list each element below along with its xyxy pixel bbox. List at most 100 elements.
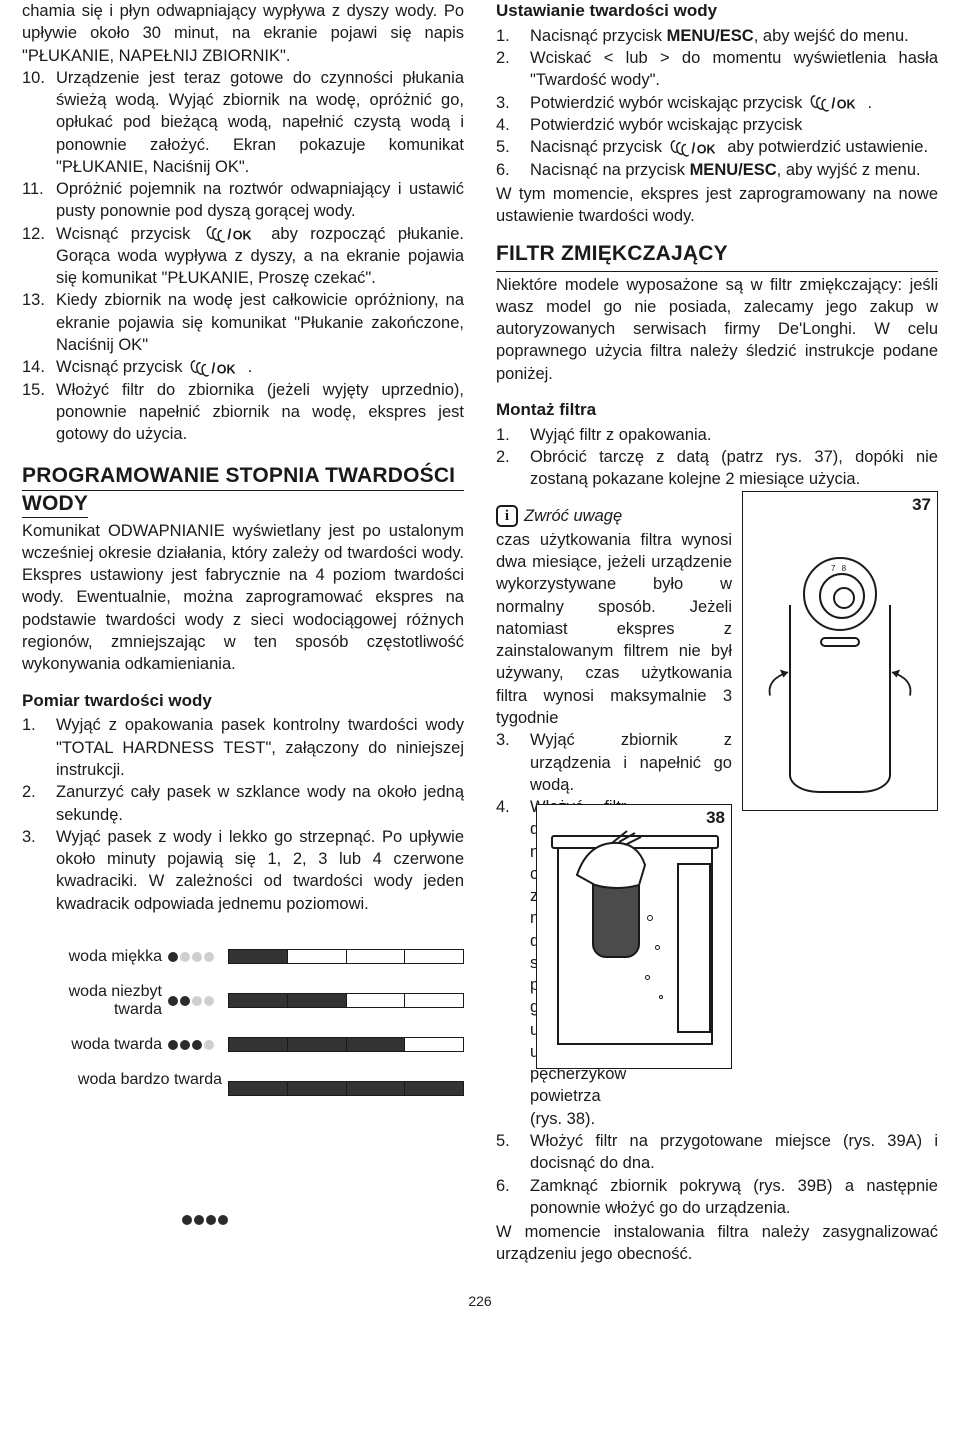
hardness-bar	[228, 1081, 464, 1096]
heading-mount: Montaż filtra	[496, 399, 938, 422]
step-pre: Wcisnąć przycisk	[56, 358, 187, 376]
step-num: 11.	[22, 178, 56, 223]
measure-steps: 1. Wyjąć z opakowania pasek kontrolny tw…	[22, 714, 464, 914]
hardness-row: woda twarda	[22, 1023, 464, 1067]
programming-paragraph: Komunikat ODWAPNIANIE wyświetlany jest p…	[22, 520, 464, 676]
intro-paragraph: chamia się i płyn odwapniający wypływa z…	[22, 0, 464, 67]
t: MENU/ESC	[667, 27, 754, 45]
t: Nacisnąć przycisk	[530, 27, 667, 45]
hand-icon	[567, 825, 657, 895]
filter-outro: W momencie instalowania filtra należy za…	[496, 1221, 938, 1266]
heading-measure: Pomiar twardości wody	[22, 690, 464, 713]
hardness-label: woda bardzo twarda	[22, 1069, 228, 1215]
hardness-bar	[228, 1037, 464, 1052]
mount-steps-5-6: 5. Włożyć filtr na przygotowane miejsce …	[496, 1130, 938, 1219]
heading-filter: FILTR ZMIĘKCZAJĄCY	[496, 241, 938, 266]
step-text: Zanurzyć cały pasek w szklance wody na o…	[56, 781, 464, 826]
step-text: Wyjąć pasek z wody i lekko go strzepnąć.…	[56, 826, 464, 915]
ok-icon	[669, 139, 721, 157]
step-pre: Wcisnąć przycisk	[56, 225, 203, 243]
step-text: Włożyć filtr do zbiornika (jeżeli wyjęty…	[56, 379, 464, 446]
step-num: 5.	[496, 136, 530, 158]
step-num: 4.	[496, 796, 530, 1130]
step-num: 3.	[22, 826, 56, 915]
heading-line: PROGRAMOWANIE STOPNIA TWARDOŚCI	[22, 463, 464, 490]
step-text: Nacisnąć na przycisk MENU/ESC, aby wyjść…	[530, 159, 938, 181]
descaling-steps: 10. Urządzenie jest teraz gotowe do czyn…	[22, 67, 464, 446]
step-num: 3.	[496, 729, 530, 796]
hardness-dots	[168, 1040, 228, 1050]
note-row: i Zwróć uwagę	[496, 505, 732, 527]
hardness-row: woda miękka	[22, 935, 464, 979]
t: .	[868, 94, 873, 112]
ok-icon	[205, 225, 257, 243]
t: Nacisnąć przycisk	[530, 138, 667, 156]
step-text: Wcisnąć przycisk aby rozpocząć płukanie.…	[56, 223, 464, 290]
rotate-arrow-icon	[761, 665, 797, 701]
t: , aby wyjść z menu.	[777, 161, 921, 179]
hardness-bar	[228, 949, 464, 964]
step-num: 10.	[22, 67, 56, 178]
figure-number: 38	[706, 807, 725, 830]
step-num: 2.	[496, 446, 530, 491]
figure-38: 38	[536, 804, 732, 1069]
hardness-dots	[168, 996, 228, 1006]
step-text: Obrócić tarczę z datą (patrz rys. 37), d…	[530, 446, 938, 491]
step-text: Włożyć filtr na przygotowane miejsce (ry…	[530, 1130, 938, 1175]
t: aby potwierdzić ustawienie.	[727, 138, 928, 156]
step-num: 15.	[22, 379, 56, 446]
step-num: 1.	[22, 714, 56, 781]
figure-number: 37	[912, 494, 931, 517]
step-text: Opróżnić pojemnik na roztwór odwapniając…	[56, 178, 464, 223]
step-num: 6.	[496, 1175, 530, 1220]
set-hardness-steps: 1. Nacisnąć przycisk MENU/ESC, aby wejść…	[496, 25, 938, 181]
filter-paragraph: Niektóre modele wyposażone są w filtr zm…	[496, 274, 938, 385]
heading-text: FILTR ZMIĘKCZAJĄCY	[496, 242, 728, 265]
hardness-label: woda twarda	[22, 1036, 168, 1054]
t: MENU/ESC	[690, 161, 777, 179]
step-num: 14.	[22, 356, 56, 378]
step-num: 5.	[496, 1130, 530, 1175]
step-text: Potwierdzić wybór wciskając przycisk	[530, 114, 938, 136]
hardness-chart: woda miękka woda niezbyt twarda woda tward…	[22, 935, 464, 1111]
step-num: 6.	[496, 159, 530, 181]
step-text: Urządzenie jest teraz gotowe do czynnośc…	[56, 67, 464, 178]
step-num: 13.	[22, 289, 56, 356]
hardness-row: woda niezbyt twarda	[22, 979, 464, 1023]
step-num: 12.	[22, 223, 56, 290]
right-column: Ustawianie twardości wody 1. Nacisnąć pr…	[496, 0, 938, 1266]
rotate-arrow-icon	[883, 665, 919, 701]
page-number: 226	[22, 1292, 938, 1311]
step-text: Wyjąć filtr z opakowania.	[530, 424, 938, 446]
step-text: Wyjąć z opakowania pasek kontrolny tward…	[56, 714, 464, 781]
t: Potwierdzić wybór wciskając przycisk	[530, 94, 807, 112]
step-text: Nacisnąć przycisk MENU/ESC, aby wejść do…	[530, 25, 938, 47]
heading-line: WODY	[22, 491, 88, 518]
step-num: 2.	[22, 781, 56, 826]
step-text: Wyjąć zbiornik z urządzenia i napełnić g…	[530, 729, 732, 796]
step-text: Zamknąć zbiornik pokrywą (rys. 39B) a na…	[530, 1175, 938, 1220]
step-num: 1.	[496, 424, 530, 446]
step-num: 3.	[496, 92, 530, 114]
step-num: 1.	[496, 25, 530, 47]
left-column: chamia się i płyn odwapniający wypływa z…	[22, 0, 464, 1266]
step-text: Wcisnąć przycisk .	[56, 356, 464, 378]
ok-icon	[809, 94, 861, 112]
step-text: Potwierdzić wybór wciskając przycisk .	[530, 92, 938, 114]
rule	[496, 271, 938, 272]
t: Nacisnąć na przycisk	[530, 161, 690, 179]
step-post: .	[248, 358, 253, 376]
figure-37: 37 7 8	[742, 491, 938, 811]
heading-programming: PROGRAMOWANIE STOPNIA TWARDOŚCI WODY	[22, 463, 464, 517]
hardness-label: woda niezbyt twarda	[22, 983, 168, 1018]
mount-steps-1-2: 1. Wyjąć filtr z opakowania. 2. Obrócić …	[496, 424, 938, 491]
ok-icon	[189, 359, 241, 377]
step-text: Kiedy zbiornik na wodę jest całkowicie o…	[56, 289, 464, 356]
filter-wrap-section: 37 7 8 i Zwróć uwagę czas użytkowania fi…	[496, 491, 938, 1130]
step-num: 2.	[496, 47, 530, 92]
heading-set-hardness: Ustawianie twardości wody	[496, 0, 938, 23]
step-num: 4.	[496, 114, 530, 136]
dial-numbers: 7 8	[831, 564, 848, 575]
step-text: Wciskać < lub > do momentu wyświetlenia …	[530, 47, 938, 92]
info-icon: i	[496, 505, 518, 527]
